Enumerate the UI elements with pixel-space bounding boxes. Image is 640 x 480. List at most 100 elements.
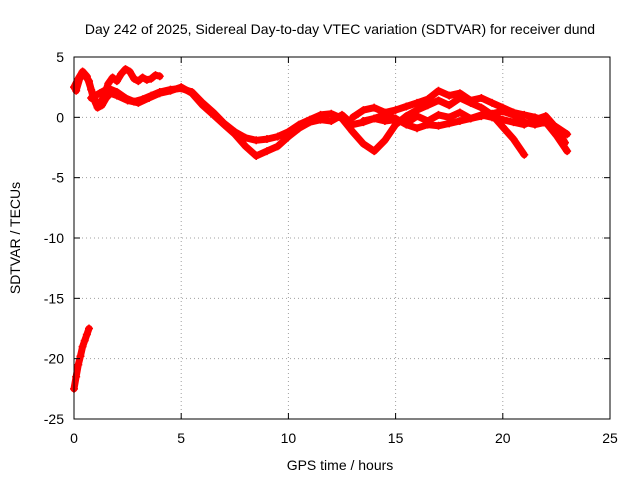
data-point bbox=[348, 113, 357, 122]
series-layer bbox=[70, 65, 572, 393]
data-point bbox=[477, 103, 486, 112]
x-tick-label: 0 bbox=[70, 430, 78, 446]
data-point bbox=[370, 114, 379, 123]
x-tick-label: 25 bbox=[602, 430, 618, 446]
data-point bbox=[477, 94, 486, 103]
data-point bbox=[316, 110, 325, 119]
data-point bbox=[434, 110, 443, 119]
data-point bbox=[220, 119, 229, 128]
data-point bbox=[498, 107, 507, 116]
data-point bbox=[434, 121, 443, 130]
data-point bbox=[80, 71, 89, 80]
data-point bbox=[327, 116, 336, 125]
data-point bbox=[95, 89, 104, 98]
x-tick-label: 5 bbox=[177, 430, 185, 446]
data-point bbox=[402, 102, 411, 111]
data-point bbox=[488, 98, 497, 107]
y-tick-label: -15 bbox=[44, 290, 64, 306]
data-point bbox=[117, 69, 126, 78]
data-point bbox=[305, 115, 314, 124]
data-point bbox=[423, 95, 432, 104]
data-point bbox=[112, 77, 121, 86]
data-point bbox=[262, 147, 271, 156]
data-point bbox=[295, 120, 304, 129]
data-point bbox=[509, 118, 518, 127]
data-point bbox=[434, 86, 443, 95]
data-point bbox=[104, 84, 113, 93]
data-point bbox=[76, 72, 85, 81]
data-point bbox=[413, 124, 422, 133]
data-point bbox=[121, 65, 130, 74]
data-point bbox=[147, 91, 156, 100]
data-point bbox=[87, 94, 96, 103]
data-point bbox=[370, 147, 379, 156]
y-tick-label: -25 bbox=[44, 411, 64, 427]
data-point bbox=[134, 77, 143, 86]
data-point bbox=[530, 120, 539, 129]
data-point bbox=[466, 96, 475, 105]
data-point bbox=[121, 94, 130, 103]
data-point bbox=[327, 109, 336, 118]
data-point bbox=[498, 122, 507, 131]
axis-ticks: 0 5 10 15 20 25 -25 -20 -15 -10 -5 0 5 bbox=[44, 49, 618, 446]
data-point bbox=[423, 120, 432, 129]
data-point bbox=[112, 87, 121, 96]
data-point bbox=[348, 127, 357, 136]
x-tick-label: 15 bbox=[388, 430, 404, 446]
data-point bbox=[241, 142, 250, 151]
data-point bbox=[359, 106, 368, 115]
data-point bbox=[85, 324, 94, 333]
data-point bbox=[466, 114, 475, 123]
y-tick-label: -20 bbox=[44, 351, 64, 367]
y-axis-label: SDTVAR / TECUs bbox=[7, 182, 23, 294]
data-point bbox=[488, 109, 497, 118]
data-point bbox=[445, 119, 454, 128]
data-point bbox=[151, 71, 160, 80]
data-point bbox=[138, 95, 147, 104]
data-point bbox=[413, 106, 422, 115]
data-point bbox=[391, 106, 400, 115]
data-point bbox=[187, 87, 196, 96]
data-point bbox=[370, 103, 379, 112]
data-point bbox=[380, 136, 389, 145]
data-point bbox=[72, 372, 81, 381]
data-point bbox=[380, 110, 389, 119]
data-point bbox=[230, 127, 239, 136]
data-point bbox=[434, 96, 443, 105]
data-point bbox=[108, 73, 117, 82]
data-point bbox=[252, 136, 261, 145]
y-tick-label: 5 bbox=[56, 49, 64, 65]
data-point bbox=[445, 91, 454, 100]
data-point bbox=[142, 75, 151, 84]
y-tick-label: 0 bbox=[56, 109, 64, 125]
data-point bbox=[85, 77, 94, 86]
data-point bbox=[155, 87, 164, 96]
data-point bbox=[455, 116, 464, 125]
series-trace-6 bbox=[70, 324, 94, 393]
data-point bbox=[155, 72, 164, 81]
data-point bbox=[130, 97, 139, 106]
x-tick-label: 10 bbox=[281, 430, 297, 446]
chart-title: Day 242 of 2025, Sidereal Day-to-day VTE… bbox=[85, 21, 595, 37]
data-point bbox=[72, 86, 81, 95]
data-point bbox=[402, 112, 411, 121]
data-point bbox=[284, 127, 293, 136]
data-point bbox=[445, 101, 454, 110]
data-point bbox=[402, 120, 411, 129]
data-point bbox=[166, 85, 175, 94]
data-point bbox=[252, 151, 261, 160]
data-point bbox=[177, 84, 186, 93]
data-point bbox=[359, 116, 368, 125]
data-point bbox=[78, 342, 87, 351]
data-point bbox=[520, 118, 529, 127]
data-point bbox=[391, 114, 400, 123]
data-point bbox=[138, 73, 147, 82]
x-axis-label: GPS time / hours bbox=[287, 457, 394, 473]
data-point bbox=[509, 110, 518, 119]
data-point bbox=[76, 352, 85, 361]
data-point bbox=[262, 135, 271, 144]
series-trace-5 bbox=[359, 107, 572, 156]
data-point bbox=[273, 132, 282, 141]
data-point bbox=[530, 113, 539, 122]
data-point bbox=[130, 74, 139, 83]
